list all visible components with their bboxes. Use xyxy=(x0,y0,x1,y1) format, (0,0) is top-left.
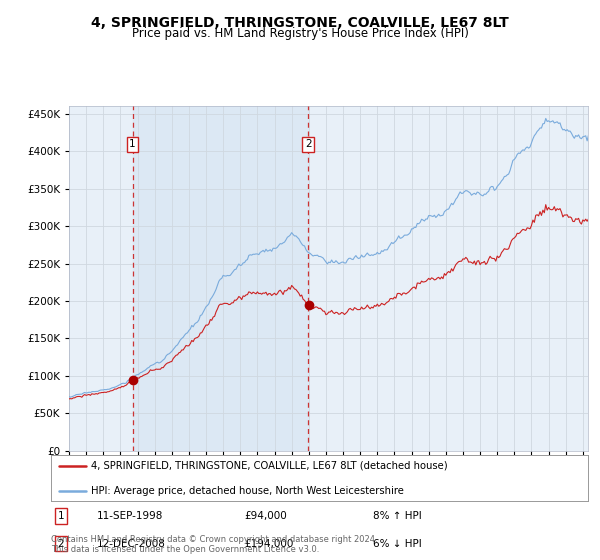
Text: 6% ↓ HPI: 6% ↓ HPI xyxy=(373,539,422,549)
Bar xyxy=(133,106,308,451)
Text: 2: 2 xyxy=(305,139,311,150)
Text: 11-SEP-1998: 11-SEP-1998 xyxy=(97,511,163,521)
Text: 12-DEC-2008: 12-DEC-2008 xyxy=(97,539,166,549)
Text: Price paid vs. HM Land Registry's House Price Index (HPI): Price paid vs. HM Land Registry's House … xyxy=(131,27,469,40)
Text: 2: 2 xyxy=(58,539,64,549)
Text: Contains HM Land Registry data © Crown copyright and database right 2024.
This d: Contains HM Land Registry data © Crown c… xyxy=(51,535,377,554)
Text: £194,000: £194,000 xyxy=(244,539,293,549)
Text: 8% ↑ HPI: 8% ↑ HPI xyxy=(373,511,422,521)
Text: HPI: Average price, detached house, North West Leicestershire: HPI: Average price, detached house, Nort… xyxy=(91,486,404,496)
Text: 4, SPRINGFIELD, THRINGSTONE, COALVILLE, LE67 8LT: 4, SPRINGFIELD, THRINGSTONE, COALVILLE, … xyxy=(91,16,509,30)
Text: 1: 1 xyxy=(58,511,64,521)
Text: 4, SPRINGFIELD, THRINGSTONE, COALVILLE, LE67 8LT (detached house): 4, SPRINGFIELD, THRINGSTONE, COALVILLE, … xyxy=(91,461,448,471)
Text: 1: 1 xyxy=(129,139,136,150)
Text: £94,000: £94,000 xyxy=(244,511,287,521)
